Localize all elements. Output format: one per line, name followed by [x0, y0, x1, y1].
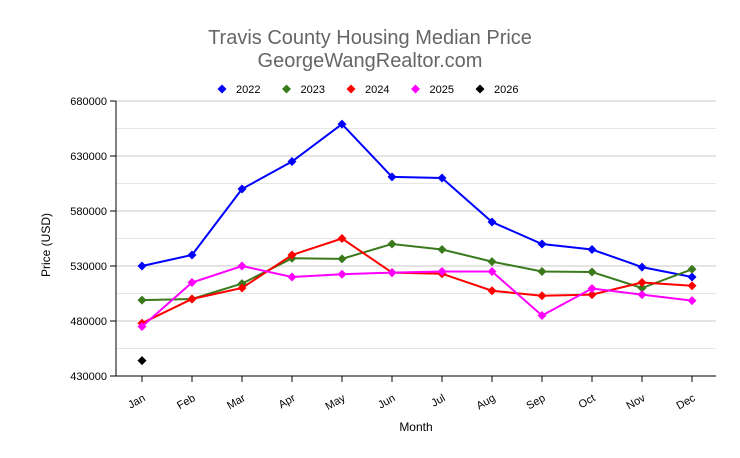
- legend-marker: [282, 84, 291, 94]
- legend-label: 2022: [236, 84, 260, 96]
- data-point: [637, 278, 647, 287]
- data-point: [337, 119, 347, 129]
- x-tick-label: Mar: [225, 392, 248, 412]
- y-tick-label: 480000: [70, 316, 107, 328]
- x-tick-label: May: [324, 392, 348, 413]
- data-point: [437, 245, 447, 254]
- x-tick-label: Nov: [625, 392, 648, 412]
- data-point: [437, 267, 447, 276]
- data-point: [187, 250, 197, 260]
- legend-marker: [411, 84, 420, 94]
- x-tick-label: Sep: [525, 392, 548, 412]
- y-axis-title: Price (USD): [39, 213, 53, 277]
- data-point: [237, 184, 247, 194]
- data-point: [137, 261, 147, 271]
- data-point: [187, 278, 197, 287]
- series-line: [141, 264, 693, 328]
- series-line: [141, 122, 693, 278]
- data-point: [137, 356, 147, 366]
- data-point: [137, 322, 147, 331]
- data-point: [537, 311, 547, 320]
- series-2025: [137, 261, 697, 331]
- legend-label: 2024: [365, 84, 389, 96]
- data-point: [587, 245, 597, 254]
- series-line: [141, 242, 693, 302]
- x-tick-label: Jun: [376, 392, 397, 411]
- legend-label: 2026: [494, 84, 518, 96]
- data-point: [337, 254, 347, 264]
- data-point: [687, 281, 697, 291]
- x-tick-label: Feb: [175, 392, 197, 412]
- data-point: [287, 157, 297, 166]
- data-point: [637, 262, 647, 272]
- chart-title: Travis County Housing Median Price: [208, 27, 532, 49]
- data-point: [187, 294, 197, 304]
- data-point: [387, 268, 397, 278]
- data-point: [487, 286, 497, 296]
- series-2024: [137, 234, 697, 328]
- x-tick-label: Jan: [126, 392, 147, 411]
- legend-item-2022: 2022: [217, 84, 260, 96]
- data-point: [237, 283, 247, 293]
- x-tick-label: Apr: [277, 392, 298, 411]
- legend-item-2023: 2023: [282, 84, 325, 96]
- x-tick-label: Oct: [577, 392, 598, 411]
- data-point: [487, 217, 497, 227]
- y-tick-label: 530000: [70, 261, 107, 273]
- y-tick-label: 630000: [70, 151, 107, 163]
- data-point: [437, 173, 447, 183]
- legend-item-2026: 2026: [475, 84, 518, 96]
- legend-marker: [475, 84, 485, 94]
- chart-subtitle: GeorgeWangRealtor.com: [258, 50, 483, 72]
- legend-label: 2025: [430, 84, 454, 96]
- series-line: [141, 237, 693, 325]
- data-point: [637, 283, 647, 293]
- data-point: [337, 269, 347, 279]
- data-point: [687, 272, 697, 282]
- x-tick-label: Aug: [475, 392, 498, 412]
- data-point: [487, 267, 497, 276]
- x-axis-title: Month: [399, 420, 432, 434]
- data-point: [687, 264, 697, 274]
- legend-item-2025: 2025: [411, 84, 454, 96]
- data-point: [487, 257, 497, 267]
- series-2022: [137, 119, 697, 282]
- data-point: [337, 234, 347, 243]
- data-point: [587, 267, 597, 277]
- legend-item-2024: 2024: [346, 84, 389, 96]
- data-point: [137, 295, 147, 305]
- data-point: [387, 239, 397, 249]
- legend-marker: [346, 84, 356, 94]
- legend-label: 2023: [301, 84, 325, 96]
- data-point: [387, 172, 397, 182]
- data-point: [687, 296, 697, 306]
- x-tick-label: Jul: [429, 392, 447, 409]
- legend-marker: [217, 84, 227, 94]
- data-point: [287, 250, 297, 260]
- y-tick-label: 680000: [70, 96, 107, 108]
- data-point: [587, 290, 597, 300]
- data-point: [537, 239, 547, 249]
- data-point: [587, 284, 597, 294]
- data-point: [537, 291, 547, 301]
- x-tick-label: Dec: [675, 392, 698, 412]
- data-point: [287, 272, 297, 282]
- y-tick-label: 430000: [70, 371, 107, 383]
- data-point: [237, 261, 247, 271]
- data-point: [637, 290, 647, 300]
- data-point: [537, 267, 547, 276]
- y-tick-label: 580000: [70, 206, 107, 218]
- series-2026: [137, 356, 147, 366]
